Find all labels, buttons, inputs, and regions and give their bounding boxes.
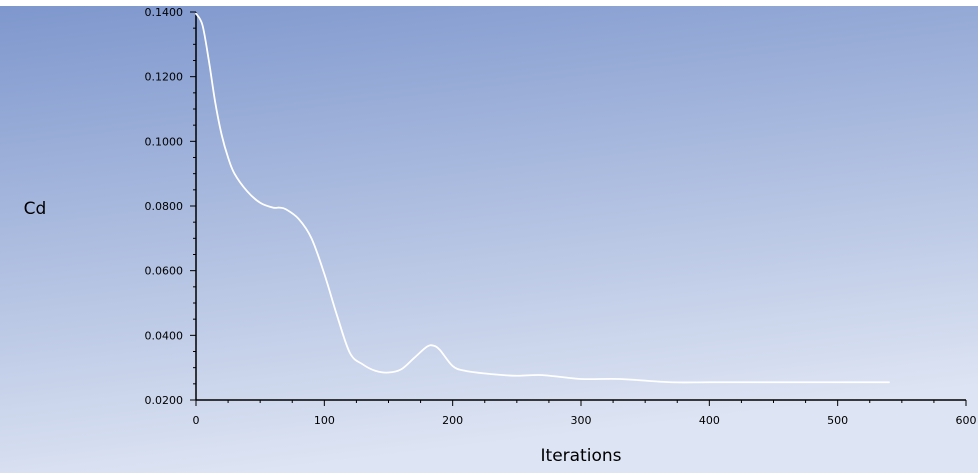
plot-background bbox=[0, 6, 978, 473]
y-axis-label: Cd bbox=[24, 199, 47, 219]
y-tick-label: 0.1000 bbox=[145, 135, 184, 148]
y-tick-label: 0.0800 bbox=[145, 200, 184, 213]
y-tick-label: 0.0400 bbox=[145, 329, 184, 342]
x-tick-label: 0 bbox=[193, 414, 200, 427]
x-axis-label: Iterations bbox=[541, 446, 622, 466]
ticks: 0.0200 0.0400 0.0600 0.0800 0.1000 0.1200 0.14… bbox=[145, 6, 977, 427]
y-tick-label: 0.1400 bbox=[145, 6, 184, 19]
y-tick-label: 0.0600 bbox=[145, 265, 184, 278]
x-tick-label: 100 bbox=[314, 414, 335, 427]
x-tick-label: 400 bbox=[699, 414, 720, 427]
x-tick-label: 300 bbox=[571, 414, 592, 427]
x-tick-label: 200 bbox=[442, 414, 463, 427]
y-tick-label: 0.0200 bbox=[145, 394, 184, 407]
series bbox=[195, 12, 890, 384]
x-tick-label: 600 bbox=[956, 414, 977, 427]
cd-series-line bbox=[195, 12, 890, 384]
y-tick-label: 0.1200 bbox=[145, 71, 184, 84]
x-tick-label: 500 bbox=[827, 414, 848, 427]
